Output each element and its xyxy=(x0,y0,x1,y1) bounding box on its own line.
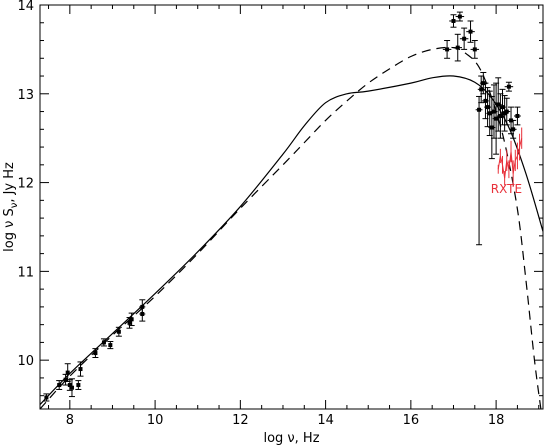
data-point xyxy=(101,340,106,345)
data-point xyxy=(455,45,460,50)
rxte-spectrum xyxy=(497,127,523,188)
y-axis-label-subscript: ν xyxy=(9,202,20,208)
data-point xyxy=(76,383,81,388)
data-point xyxy=(496,102,501,107)
data-point xyxy=(515,113,520,118)
data-point xyxy=(462,36,467,41)
x-tick-label: 10 xyxy=(147,413,164,428)
data-point xyxy=(468,29,473,34)
rxte-line xyxy=(497,138,523,179)
data-point xyxy=(67,383,72,388)
data-point xyxy=(485,105,490,110)
rxte-label: RXTE xyxy=(491,182,522,196)
y-tick-label: 13 xyxy=(17,88,34,103)
x-tick-label: 8 xyxy=(66,413,74,428)
data-point xyxy=(477,107,482,112)
data-point xyxy=(57,383,62,388)
data-point xyxy=(472,47,477,52)
data-point xyxy=(483,98,488,103)
x-tick-label: 12 xyxy=(232,413,249,428)
data-point xyxy=(140,304,145,309)
data-point xyxy=(129,317,134,322)
data-point xyxy=(451,18,456,23)
x-tick-label: 14 xyxy=(317,413,334,428)
model-curves xyxy=(40,46,543,409)
dashed-model-curve xyxy=(40,46,542,409)
data-point xyxy=(489,125,494,130)
data-point xyxy=(502,111,507,116)
y-axis-label-suffix: , Jy Hz xyxy=(2,162,17,203)
x-tick-label: 16 xyxy=(403,413,420,428)
data-point xyxy=(108,343,113,348)
data-point xyxy=(491,109,496,114)
data-point xyxy=(511,127,516,132)
data-point xyxy=(479,87,484,92)
data-point xyxy=(506,84,511,89)
tick-labels: 8 10 12 14 16 18 10 11 12 13 14 xyxy=(17,0,504,428)
data-point xyxy=(500,105,505,110)
y-tick-label: 14 xyxy=(17,0,34,14)
axis-ticks xyxy=(40,4,543,409)
data-point xyxy=(63,377,68,382)
y-axis-label-main: log ν S xyxy=(2,208,17,252)
data-point xyxy=(498,113,503,118)
y-tick-label: 10 xyxy=(17,354,34,369)
y-tick-label: 12 xyxy=(17,177,34,192)
solid-model-curve xyxy=(40,75,543,405)
data-points xyxy=(43,11,521,402)
x-axis-label: log ν, Hz xyxy=(263,431,319,446)
data-point xyxy=(494,116,499,121)
y-tick-label: 11 xyxy=(17,265,34,280)
data-point xyxy=(44,395,49,400)
plot-frame xyxy=(39,4,544,410)
data-point xyxy=(69,385,74,390)
data-point xyxy=(65,370,70,375)
data-point xyxy=(445,47,450,52)
data-point xyxy=(93,351,98,356)
y-axis-label: log ν Sν, Jy Hz xyxy=(2,162,20,252)
data-point xyxy=(504,109,509,114)
data-point xyxy=(78,367,83,372)
data-point xyxy=(487,111,492,116)
data-point xyxy=(457,14,462,19)
data-point xyxy=(116,329,121,334)
x-tick-label: 18 xyxy=(488,413,505,428)
data-point xyxy=(127,320,132,325)
